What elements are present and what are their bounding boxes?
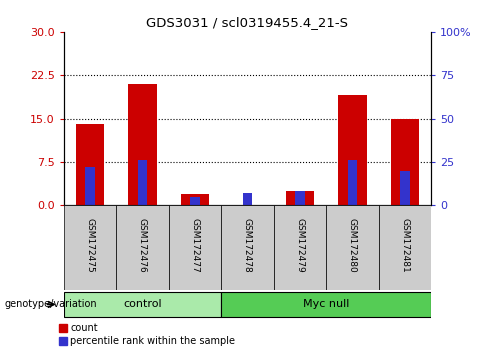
Bar	[116, 205, 169, 290]
Bar	[138, 160, 147, 205]
Bar	[169, 205, 221, 290]
Bar	[379, 205, 431, 290]
Text: genotype/variation: genotype/variation	[5, 299, 98, 309]
Title: GDS3031 / scl0319455.4_21-S: GDS3031 / scl0319455.4_21-S	[147, 16, 348, 29]
Text: control: control	[123, 299, 162, 309]
Bar	[128, 84, 157, 205]
Bar	[391, 119, 419, 205]
Bar	[338, 96, 367, 205]
Bar	[243, 193, 252, 205]
Text: GSM172479: GSM172479	[295, 218, 304, 273]
Text: Myc null: Myc null	[303, 299, 349, 309]
Text: GSM172477: GSM172477	[191, 218, 199, 273]
Bar	[286, 191, 315, 205]
Bar	[348, 160, 357, 205]
Text: GSM172476: GSM172476	[138, 218, 147, 273]
Text: GSM172480: GSM172480	[348, 218, 357, 273]
Bar	[190, 197, 200, 205]
Bar	[274, 205, 326, 290]
Bar	[64, 292, 221, 317]
Bar	[221, 205, 274, 290]
Text: GSM172481: GSM172481	[400, 218, 410, 273]
Bar	[221, 292, 431, 317]
Bar	[64, 205, 116, 290]
Bar	[75, 124, 104, 205]
Bar	[180, 194, 209, 205]
Bar	[326, 205, 379, 290]
Text: GSM172478: GSM172478	[243, 218, 252, 273]
Bar	[295, 192, 305, 205]
Bar	[85, 167, 95, 205]
Bar	[400, 171, 410, 205]
Legend: count, percentile rank within the sample: count, percentile rank within the sample	[59, 324, 235, 346]
Text: GSM172475: GSM172475	[85, 218, 95, 273]
